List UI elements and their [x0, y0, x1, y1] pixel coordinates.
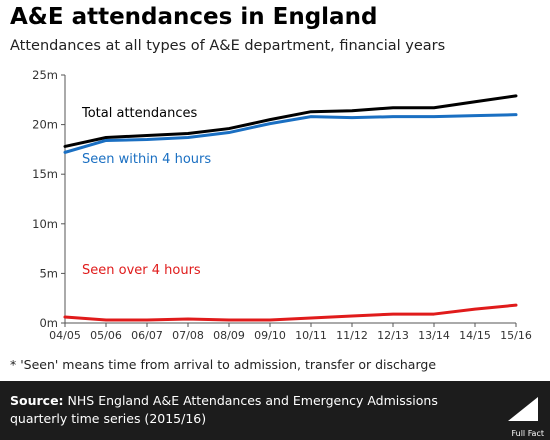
y-tick-label: 10m — [32, 217, 58, 231]
line-chart: 0m 5m 10m 15m 20m 25m 04/05 05/06 06/07 07/08 08/0… — [32, 68, 532, 342]
y-tick-label: 20m — [32, 118, 58, 132]
series-line-total-attendances — [63, 94, 518, 148]
series-label-seen-over-4-hours: Seen over 4 hours — [82, 263, 201, 278]
x-tick-label: 05/06 — [90, 329, 122, 342]
x-tick-label: 07/08 — [172, 329, 204, 342]
chart-subtitle: Attendances at all types of A&E departme… — [10, 38, 446, 54]
x-tick-label: 06/07 — [131, 329, 163, 342]
series-label-total-attendances: Total attendances — [81, 106, 197, 121]
series-line-seen-over-4-hours — [63, 303, 518, 322]
x-tick-label: 09/10 — [254, 329, 286, 342]
source-label: Source: — [10, 393, 64, 408]
footnote: * 'Seen' means time from arrival to admi… — [10, 357, 437, 372]
y-tick-label: 25m — [32, 68, 58, 82]
brand-name: Full Fact — [511, 429, 544, 438]
x-tick-label: 08/09 — [213, 329, 245, 342]
full-fact-chart-logo-icon — [508, 397, 538, 421]
series-label-seen-within-4-hours: Seen within 4 hours — [82, 152, 211, 167]
footer-bar: Source: NHS England A&E Attendances and … — [0, 381, 550, 440]
chart-title: A&E attendances in England — [10, 4, 378, 30]
x-tick-label: 11/12 — [336, 329, 368, 342]
y-tick-label: 5m — [39, 266, 58, 280]
y-tick-label: 0m — [39, 316, 58, 330]
x-tick-label: 13/14 — [418, 329, 450, 342]
source-note: Source: NHS England A&E Attendances and … — [10, 392, 470, 428]
source-text: NHS England A&E Attendances and Emergenc… — [10, 393, 438, 426]
x-tick-label: 12/13 — [377, 329, 409, 342]
x-tick-label: 10/11 — [295, 329, 327, 342]
x-tick-label: 15/16 — [500, 329, 532, 342]
x-tick-label: 14/15 — [459, 329, 491, 342]
x-tick-label: 04/05 — [49, 329, 81, 342]
y-tick-label: 15m — [32, 167, 58, 181]
series-line-seen-within-4-hours — [63, 113, 518, 154]
